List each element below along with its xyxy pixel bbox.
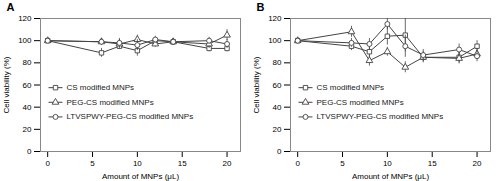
svg-text:100: 100 xyxy=(18,36,32,45)
svg-text:LTVSPWY-PEG-CS modified MNPs: LTVSPWY-PEG-CS modified MNPs xyxy=(67,112,194,121)
svg-text:0: 0 xyxy=(27,147,32,156)
svg-text:B: B xyxy=(257,1,265,13)
svg-text:PEG-CS modified MNPs: PEG-CS modified MNPs xyxy=(67,98,154,107)
svg-text:Amount of MNPs (μL): Amount of MNPs (μL) xyxy=(352,172,429,181)
svg-text:80: 80 xyxy=(23,58,32,67)
svg-text:Cell viability (%): Cell viability (%) xyxy=(2,56,11,113)
svg-text:5: 5 xyxy=(90,159,95,168)
svg-text:80: 80 xyxy=(273,58,282,67)
svg-text:20: 20 xyxy=(23,125,32,134)
svg-text:15: 15 xyxy=(178,159,187,168)
svg-text:60: 60 xyxy=(273,81,282,90)
svg-text:CS modified MNPs: CS modified MNPs xyxy=(67,83,135,92)
svg-text:40: 40 xyxy=(23,103,32,112)
svg-text:120: 120 xyxy=(18,14,32,23)
svg-text:CS modified MNPs: CS modified MNPs xyxy=(317,83,385,92)
svg-text:20: 20 xyxy=(273,125,282,134)
svg-text:PEG-CS modified MNPs: PEG-CS modified MNPs xyxy=(317,98,404,107)
svg-text:60: 60 xyxy=(23,81,32,90)
svg-text:Cell viability (%): Cell viability (%) xyxy=(252,56,261,113)
svg-text:A: A xyxy=(7,1,15,13)
svg-text:Amount of MNPs (μL): Amount of MNPs (μL) xyxy=(102,172,179,181)
svg-text:0: 0 xyxy=(295,159,300,168)
svg-text:0: 0 xyxy=(277,147,282,156)
svg-text:20: 20 xyxy=(473,159,482,168)
svg-text:15: 15 xyxy=(428,159,437,168)
svg-text:100: 100 xyxy=(268,36,282,45)
svg-text:40: 40 xyxy=(273,103,282,112)
svg-text:10: 10 xyxy=(383,159,392,168)
svg-text:5: 5 xyxy=(340,159,345,168)
svg-text:20: 20 xyxy=(223,159,232,168)
svg-text:0: 0 xyxy=(45,159,50,168)
svg-text:10: 10 xyxy=(133,159,142,168)
svg-text:LTVSPWY-PEG-CS modified MNPs: LTVSPWY-PEG-CS modified MNPs xyxy=(317,112,444,121)
svg-text:120: 120 xyxy=(268,14,282,23)
